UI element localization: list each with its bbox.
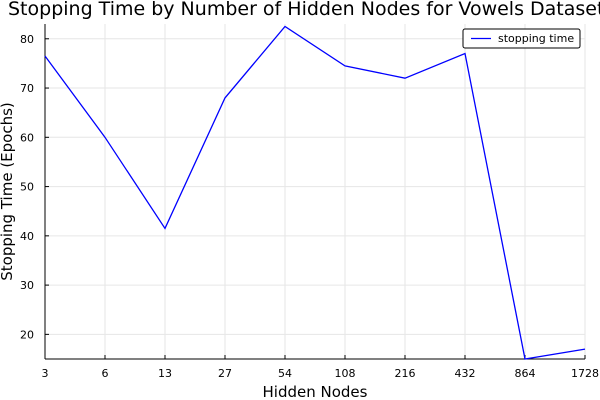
x-tick-label: 13 xyxy=(158,367,172,380)
plot-frame xyxy=(45,24,585,359)
y-tick-label: 80 xyxy=(20,33,34,46)
legend-box xyxy=(462,28,581,49)
x-tick-label: 6 xyxy=(102,367,109,380)
x-axis-label: Hidden Nodes xyxy=(263,383,368,400)
x-tick-label: 3 xyxy=(42,367,49,380)
series-line-stopping-time xyxy=(44,25,586,360)
legend: stopping time xyxy=(462,28,581,49)
y-tick-label: 30 xyxy=(20,279,34,292)
y-axis-label: Stopping Time (Epochs) xyxy=(0,102,16,281)
y-ticks-layer: 20 30 40 50 60 70 80 xyxy=(20,33,49,341)
y-tick-label: 20 xyxy=(20,328,34,341)
y-tick-label: 60 xyxy=(20,131,34,144)
legend-label: stopping time xyxy=(498,32,574,45)
chart-title: Stopping Time by Number of Hidden Nodes … xyxy=(8,0,600,20)
x-tick-label: 216 xyxy=(395,367,416,380)
y-tick-label: 40 xyxy=(20,230,34,243)
x-tick-label: 864 xyxy=(515,367,536,380)
x-tick-label: 432 xyxy=(455,367,476,380)
y-tick-label: 50 xyxy=(20,181,34,194)
x-ticks-layer: 3 6 13 27 54 108 216 432 864 1728 xyxy=(42,355,599,380)
x-tick-label: 108 xyxy=(335,367,356,380)
x-tick-label: 27 xyxy=(218,367,232,380)
x-tick-label: 54 xyxy=(278,367,292,380)
y-tick-label: 70 xyxy=(20,82,34,95)
grid-layer xyxy=(44,24,586,359)
x-tick-label: 1728 xyxy=(571,367,599,380)
